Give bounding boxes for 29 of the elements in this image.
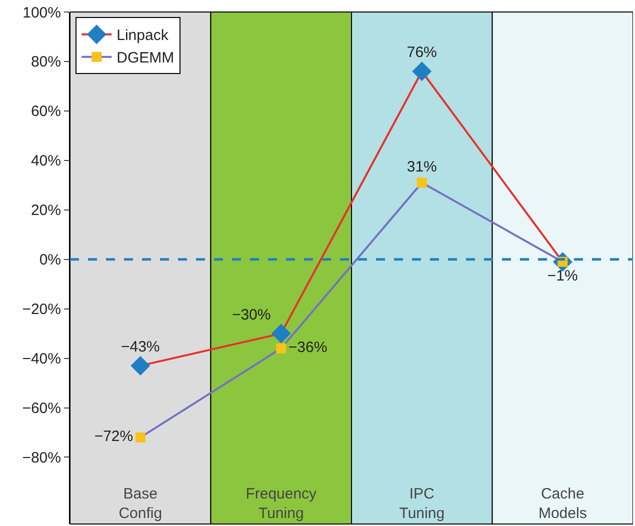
y-tick-label: −20%	[22, 301, 61, 318]
legend-label: DGEMM	[116, 50, 174, 67]
data-label: −30%	[232, 306, 271, 324]
y-tick-label: −40%	[22, 350, 61, 368]
y-tick-label: 60%	[30, 103, 61, 120]
legend-label: Linpack	[116, 27, 169, 44]
point	[130, 356, 150, 376]
y-tick-label: 100%	[22, 4, 61, 22]
data-label: 31%	[406, 158, 437, 176]
x-tick-label: Base Config	[118, 486, 162, 522]
point	[271, 324, 291, 344]
data-label: 76%	[406, 44, 437, 62]
y-tick-label: 0%	[39, 252, 61, 269]
x-tick-label: Frequency Tuning	[246, 486, 318, 522]
point	[135, 432, 146, 442]
y-tick-label: −60%	[22, 400, 61, 417]
data-label: −43%	[120, 338, 160, 356]
y-tick-label: 20%	[30, 202, 61, 220]
x-tick-label: Cache Models	[538, 486, 587, 522]
data-label: −1%	[547, 267, 578, 284]
point	[416, 178, 427, 188]
x-tick-label: IPC Tuning	[399, 486, 445, 522]
point	[412, 62, 432, 82]
y-tick-label: 80%	[30, 54, 61, 71]
y-tick-label: −80%	[22, 449, 61, 466]
data-label: −72%	[94, 428, 134, 446]
y-tick-label: 40%	[30, 152, 61, 170]
data-label: −36%	[288, 339, 328, 356]
point	[276, 343, 286, 354]
